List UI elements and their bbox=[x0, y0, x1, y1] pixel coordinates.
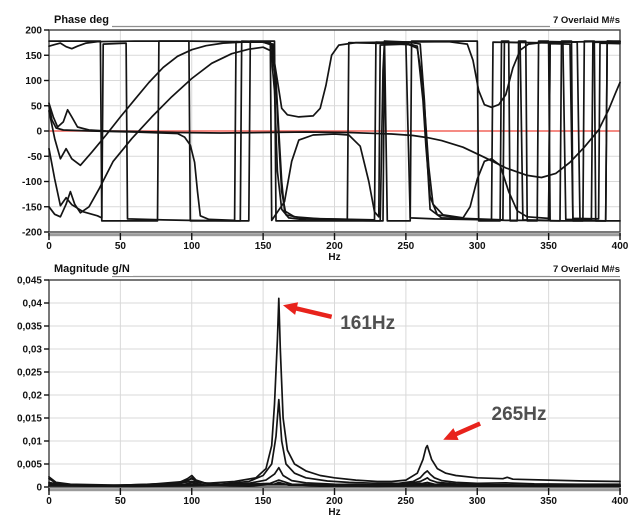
phase-curve-6 bbox=[48, 81, 621, 179]
tick-label: 0,005 bbox=[17, 460, 42, 471]
tick-label: 250 bbox=[398, 496, 415, 507]
tick-label: 200 bbox=[326, 241, 343, 252]
tick-label: 0,015 bbox=[17, 414, 42, 425]
magnitude-overlay-count: 7 Overlaid M#s bbox=[549, 264, 620, 276]
phase-chart-title: Phase deg bbox=[54, 14, 113, 27]
annotation-161hz: 161Hz bbox=[282, 302, 395, 334]
x-axis-label: Hz bbox=[328, 252, 340, 263]
tick-label: 350 bbox=[540, 496, 557, 507]
phase-overlay-count: 7 Overlaid M#s bbox=[549, 15, 620, 27]
tick-label: 250 bbox=[398, 241, 415, 252]
annotation-label: 161Hz bbox=[340, 313, 395, 334]
tick-label: 0,03 bbox=[23, 345, 43, 356]
tick-label: 150 bbox=[25, 51, 42, 62]
phase-curve-7 bbox=[48, 40, 621, 222]
magnitude-frame bbox=[48, 279, 621, 488]
tick-label: 0,04 bbox=[23, 299, 43, 310]
phase-curve-1 bbox=[48, 40, 621, 222]
tick-label: 100 bbox=[25, 76, 42, 87]
tick-label: 400 bbox=[612, 496, 629, 507]
tick-label: 150 bbox=[255, 496, 272, 507]
phase-curve-5 bbox=[48, 40, 621, 222]
tick-label: 0,02 bbox=[23, 391, 43, 402]
tick-label: 200 bbox=[25, 26, 42, 37]
annotation-label: 265Hz bbox=[492, 404, 547, 425]
tick-label: 0 bbox=[36, 483, 42, 494]
phase-curve-3 bbox=[48, 40, 621, 222]
tick-label: 0 bbox=[46, 496, 52, 507]
magnitude-curve-3 bbox=[48, 466, 621, 487]
annotation-arrowhead-icon bbox=[282, 302, 299, 315]
tick-label: 0,045 bbox=[17, 276, 42, 287]
tick-label: 300 bbox=[469, 241, 486, 252]
tick-label: 50 bbox=[115, 496, 127, 507]
tick-label: 0,035 bbox=[17, 322, 42, 333]
tick-label: 350 bbox=[540, 241, 557, 252]
tick-label: -100 bbox=[22, 177, 42, 188]
annotation-arrowhead-icon bbox=[443, 428, 459, 441]
tick-label: 100 bbox=[183, 496, 200, 507]
phase-plot: 0 50 100 150 200 250 300 350 400Hz200150100500-5… bbox=[22, 26, 629, 264]
tick-label: 0 bbox=[46, 241, 52, 252]
tick-label: 0,025 bbox=[17, 368, 42, 379]
annotation-265hz: 265Hz bbox=[443, 404, 547, 441]
x-axis-label: Hz bbox=[328, 507, 340, 518]
tick-label: 150 bbox=[255, 241, 272, 252]
tick-label: 0,01 bbox=[23, 437, 43, 448]
tick-label: 100 bbox=[183, 241, 200, 252]
tick-label: -50 bbox=[28, 152, 43, 163]
tick-label: 200 bbox=[326, 496, 343, 507]
tick-label: -200 bbox=[22, 228, 42, 239]
tick-label: 50 bbox=[115, 241, 127, 252]
magnitude-curve-7 bbox=[48, 483, 621, 488]
tick-label: 400 bbox=[612, 241, 629, 252]
tick-label: 50 bbox=[31, 101, 43, 112]
tick-label: -150 bbox=[22, 202, 42, 213]
phase-curve-2 bbox=[48, 41, 621, 221]
tick-label: 0 bbox=[36, 127, 42, 138]
magnitude-plot: 0 50 100 150 200 250 300 350 400 Hz 0,045 0,04 0,035… bbox=[17, 276, 629, 519]
tick-label: 300 bbox=[469, 496, 486, 507]
magnitude-chart-title: Magnitude g/N bbox=[54, 263, 133, 276]
